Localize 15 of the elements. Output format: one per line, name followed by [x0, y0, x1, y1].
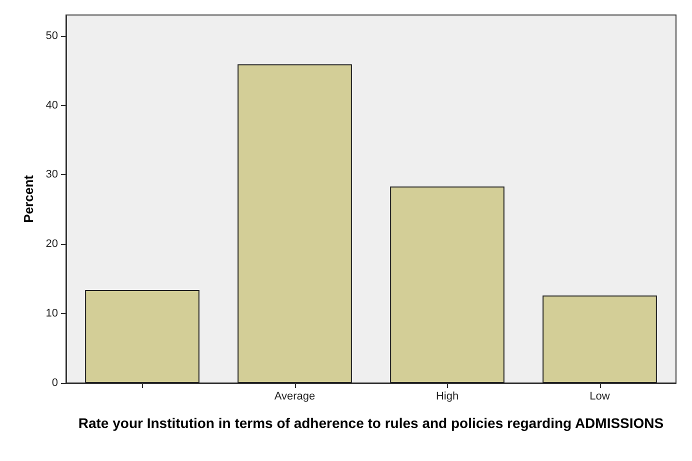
x-tick-label: Average — [274, 390, 316, 402]
bar — [542, 296, 657, 383]
y-tick-label: 40 — [46, 99, 58, 112]
y-tick-label: 10 — [46, 308, 58, 320]
x-tick-label: Low — [590, 390, 610, 402]
bar — [85, 290, 200, 383]
bar — [238, 64, 352, 383]
x-tick-label: High — [436, 390, 459, 402]
y-tick-label: 30 — [46, 168, 58, 181]
y-tick-label: 50 — [46, 30, 58, 42]
y-tick-label: 0 — [52, 377, 58, 389]
bar — [390, 186, 504, 383]
y-axis-title: Percent — [20, 174, 36, 223]
x-axis-title: Rate your Institution in terms of adherence to rules and policies regarding ADMISSIONS — [78, 415, 664, 431]
y-tick-label: 20 — [46, 238, 58, 250]
